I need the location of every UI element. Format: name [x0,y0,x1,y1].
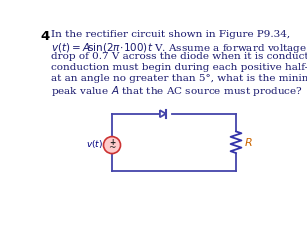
Text: +: + [109,138,115,147]
Text: 4: 4 [41,30,50,43]
Circle shape [103,136,121,153]
Text: ~: ~ [108,143,116,152]
Text: drop of 0.7 V across the diode when it is conducting. If: drop of 0.7 V across the diode when it i… [51,52,307,61]
Text: $v(t) = A\!\sin(2\pi\! \cdot\! 100)t$ V. Assume a forward voltage: $v(t) = A\!\sin(2\pi\! \cdot\! 100)t$ V.… [51,41,307,55]
Text: peak value $A$ that the AC source must produce?: peak value $A$ that the AC source must p… [51,84,303,98]
Text: $R$: $R$ [244,136,252,148]
Text: $v(t)$: $v(t)$ [86,138,103,150]
Text: conduction must begin during each positive half-cycle: conduction must begin during each positi… [51,63,307,72]
Text: In the rectifier circuit shown in Figure P9.34,: In the rectifier circuit shown in Figure… [51,30,290,39]
Text: at an angle no greater than 5°, what is the minimum: at an angle no greater than 5°, what is … [51,74,307,83]
